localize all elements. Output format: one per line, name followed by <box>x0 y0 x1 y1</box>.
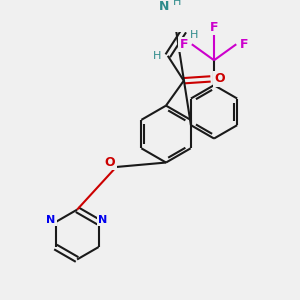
Text: N: N <box>46 215 56 225</box>
Text: N: N <box>98 215 108 225</box>
Text: F: F <box>240 38 248 51</box>
Text: F: F <box>210 21 218 34</box>
Text: F: F <box>179 38 188 51</box>
Text: H: H <box>153 51 161 61</box>
Text: O: O <box>105 156 115 169</box>
Text: O: O <box>214 72 225 86</box>
Text: H: H <box>172 0 181 8</box>
Text: H: H <box>190 30 199 40</box>
Text: N: N <box>159 0 169 14</box>
